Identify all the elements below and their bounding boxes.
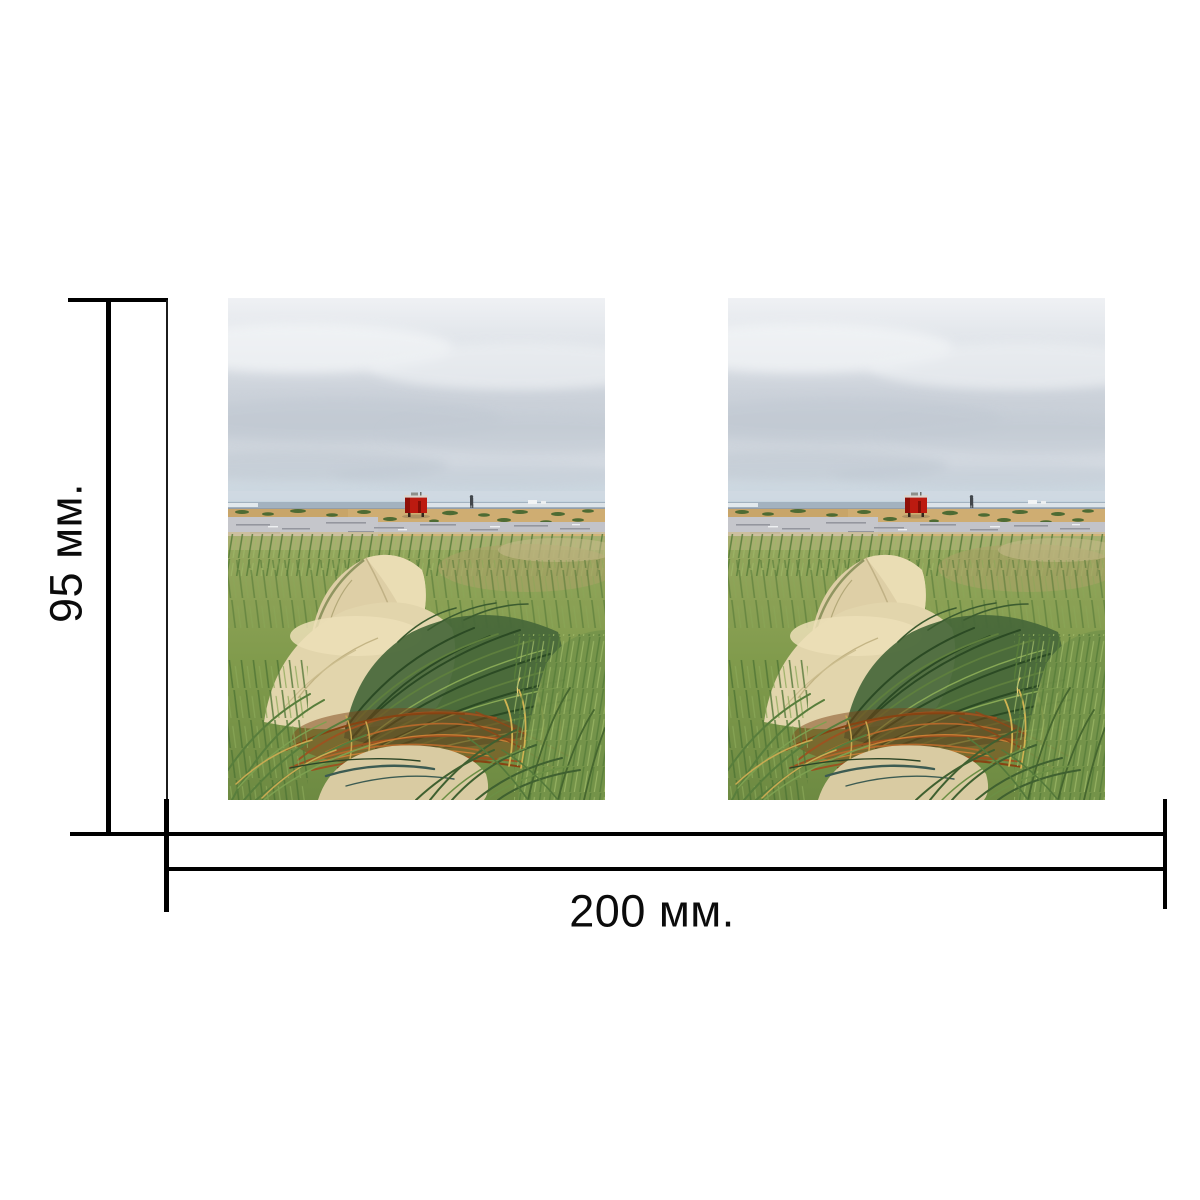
width-dimension-line: [164, 867, 1167, 871]
left-extension-line: [166, 300, 168, 800]
width-dimension-left-tick: [164, 799, 169, 912]
height-dimension-top-tick: [68, 298, 168, 302]
width-dimension-label: 200 мм.: [569, 885, 735, 937]
width-dimension-right-tick: [1163, 799, 1167, 909]
height-dimension-bottom-line: [70, 832, 1167, 836]
height-dimension-line: [106, 298, 111, 836]
photo-right: [728, 298, 1105, 800]
height-dimension-label: 95 мм.: [40, 483, 92, 623]
photo-left: [228, 298, 605, 800]
